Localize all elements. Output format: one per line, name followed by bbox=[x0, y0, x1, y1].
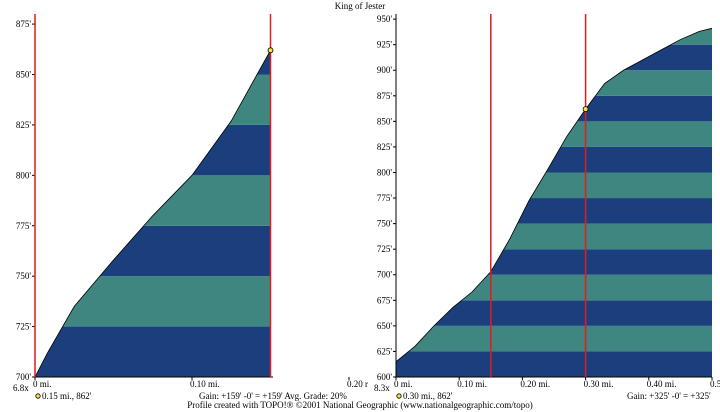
y-tick-label: 925' bbox=[377, 40, 393, 50]
x-tick-label: 0.30 mi. bbox=[584, 379, 614, 389]
y-tick-label: 825' bbox=[377, 142, 393, 152]
elevation-band bbox=[35, 0, 349, 24]
x-tick-label: 0.40 mi. bbox=[647, 379, 677, 389]
elevation-band bbox=[396, 223, 712, 250]
elevation-band bbox=[396, 146, 712, 173]
x-tick-label: 0 mi. bbox=[33, 379, 52, 389]
elevation-band bbox=[35, 276, 271, 327]
elevation-band bbox=[396, 300, 712, 326]
chart-title: King of Jester bbox=[335, 1, 386, 11]
elevation-bands bbox=[35, 0, 349, 377]
cursor-point bbox=[582, 106, 589, 112]
y-tick-label: 600' bbox=[377, 372, 393, 382]
info-point-icon bbox=[396, 393, 402, 399]
elevation-band bbox=[35, 326, 271, 377]
elevation-band bbox=[396, 0, 712, 19]
elevation-band bbox=[396, 198, 712, 224]
y-tick-label: 850' bbox=[16, 70, 32, 80]
x-tick-label: 0.50 m bbox=[710, 379, 720, 389]
gain-stats-label: Gain: +159' -0' = +159' Avg. Grade: 20% bbox=[199, 391, 347, 401]
vertical-exaggeration-label: 8.3x bbox=[374, 383, 390, 393]
x-tick-label: 0 mi. bbox=[394, 379, 413, 389]
elevation-band bbox=[396, 249, 712, 275]
elevation-band bbox=[396, 121, 712, 147]
elevation-band bbox=[396, 95, 712, 122]
cursor-info-label: 0.30 mi., 862' bbox=[403, 391, 453, 401]
info-point-icon bbox=[35, 393, 41, 399]
y-tick-label: 750' bbox=[377, 219, 393, 229]
y-tick-label: 900' bbox=[377, 65, 393, 75]
cursor-info-label: 0.15 mi., 862' bbox=[42, 391, 92, 401]
y-tick-label: 800' bbox=[377, 167, 393, 177]
y-tick-label: 700' bbox=[377, 270, 393, 280]
elevation-band bbox=[396, 351, 712, 377]
y-tick-label: 675' bbox=[377, 295, 393, 305]
x-tick-label: 0.10 mi. bbox=[190, 379, 220, 389]
gain-stats-label: Gain: +325' -0' = +325' bbox=[627, 391, 711, 401]
y-tick-label: 775' bbox=[16, 221, 32, 231]
x-tick-label: 0.20 r bbox=[347, 379, 368, 389]
elevation-band bbox=[396, 274, 712, 301]
elevation-band bbox=[35, 225, 271, 277]
elevation-band bbox=[35, 175, 271, 226]
y-tick-label: 775' bbox=[377, 193, 393, 203]
elevation-band bbox=[35, 124, 271, 176]
profile-outline bbox=[34, 50, 271, 378]
elevation-band bbox=[396, 325, 712, 352]
y-tick-label: 750' bbox=[16, 271, 32, 281]
elevation-band bbox=[35, 50, 271, 75]
y-tick-label: 650' bbox=[377, 321, 393, 331]
y-tick-label: 950' bbox=[377, 14, 393, 24]
x-tick-label: 0.20 mi. bbox=[520, 379, 550, 389]
y-tick-label: 625' bbox=[377, 346, 393, 356]
footer-credit: Profile created with TOPO!® ©2001 Nation… bbox=[187, 400, 532, 410]
y-tick-label: 875' bbox=[16, 19, 32, 29]
profile-panel-right: 600' 625' 650' 675' 700' 725' 750' 775' 800' 825'… bbox=[374, 0, 720, 401]
y-tick-label: 725' bbox=[377, 244, 393, 254]
y-tick-label: 875' bbox=[377, 91, 393, 101]
cursor-point bbox=[267, 47, 274, 54]
elevation-band bbox=[35, 74, 271, 125]
elevation-bands bbox=[396, 0, 712, 377]
elevation-band bbox=[396, 70, 712, 96]
y-tick-label: 800' bbox=[16, 170, 32, 180]
elevation-band bbox=[396, 28, 712, 45]
x-tick-label: 0.10 mi. bbox=[457, 379, 487, 389]
elevation-band bbox=[396, 172, 712, 199]
y-tick-label: 850' bbox=[377, 116, 393, 126]
profile-outline bbox=[395, 27, 713, 362]
y-tick-label: 725' bbox=[16, 322, 32, 332]
y-tick-label: 825' bbox=[16, 120, 32, 130]
y-tick-label: 700' bbox=[16, 372, 32, 382]
vertical-exaggeration-label: 6.8x bbox=[13, 383, 29, 393]
profile-panel-left: 700' 725' 750' 775' 800' 825' 850' 875' 0 mi. 0.1… bbox=[13, 0, 368, 401]
